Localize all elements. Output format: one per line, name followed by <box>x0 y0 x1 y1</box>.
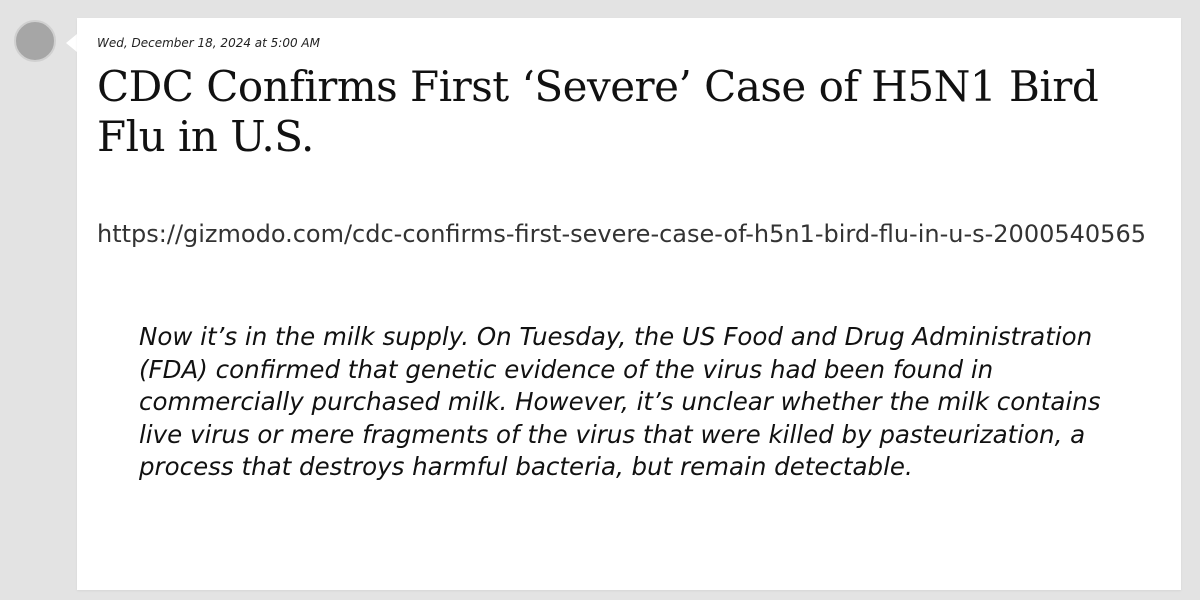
avatar[interactable] <box>14 20 56 62</box>
post-timestamp: Wed, December 18, 2024 at 5:00 AM <box>97 36 320 50</box>
post-link[interactable]: https://gizmodo.com/cdc-confirms-first-s… <box>97 220 1146 248</box>
post-quote: Now it’s in the milk supply. On Tuesday,… <box>139 322 1101 481</box>
speech-pointer <box>66 34 77 52</box>
post-card: Wed, December 18, 2024 at 5:00 AM CDC Co… <box>77 18 1181 590</box>
post-headline: CDC Confirms First ‘Severe’ Case of H5N1… <box>97 62 1099 161</box>
